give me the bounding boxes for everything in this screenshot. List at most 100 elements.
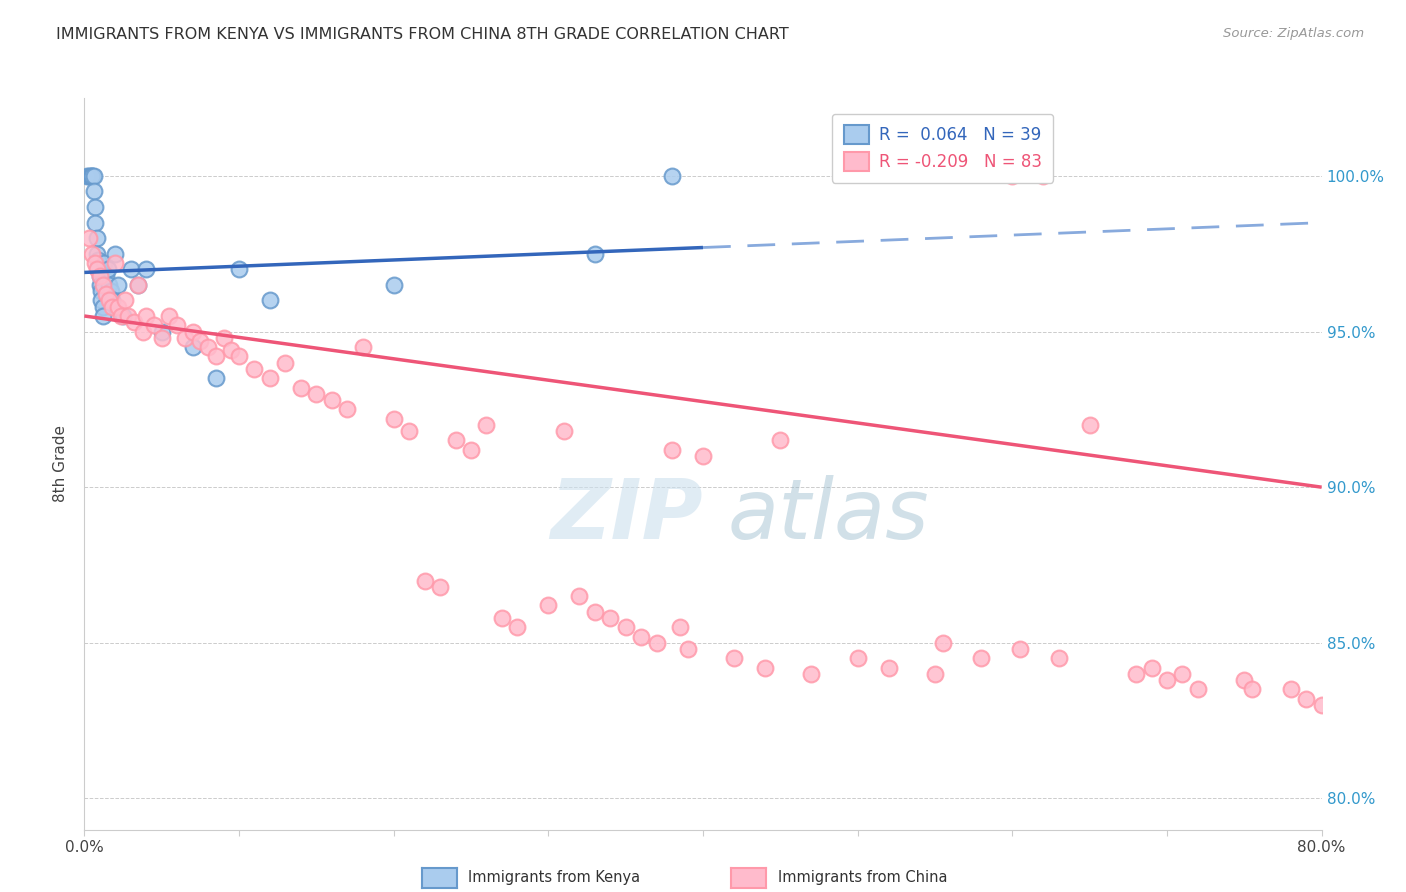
Point [117, 309, 139, 323]
Point [205, 350, 228, 364]
Point [723, 651, 745, 665]
Point [174, 331, 197, 345]
Point [122, 315, 145, 329]
Point [754, 661, 776, 675]
Point [94, 268, 117, 283]
Point [1125, 667, 1147, 681]
Point [398, 424, 420, 438]
Point [83, 169, 105, 183]
Point [197, 340, 219, 354]
Point [413, 574, 436, 588]
Point [132, 325, 155, 339]
Point [1010, 642, 1032, 657]
Y-axis label: 8th Grade: 8th Grade [53, 425, 69, 502]
Point [94, 287, 117, 301]
Point [104, 246, 127, 260]
Point [128, 277, 150, 292]
Point [769, 434, 792, 448]
Point [382, 277, 405, 292]
Point [128, 277, 150, 292]
Point [1233, 673, 1256, 688]
Point [1001, 169, 1024, 183]
Point [93, 256, 115, 270]
Point [84, 256, 107, 270]
Point [800, 667, 823, 681]
Point [924, 667, 946, 681]
Point [87, 262, 110, 277]
Point [491, 611, 513, 625]
Point [91, 309, 114, 323]
Point [101, 300, 124, 314]
Point [91, 300, 114, 314]
Point [1140, 661, 1163, 675]
Point [135, 262, 157, 277]
Point [107, 300, 129, 314]
Point [120, 262, 142, 277]
Point [692, 449, 714, 463]
Point [135, 309, 157, 323]
Point [583, 605, 606, 619]
Point [599, 611, 621, 625]
Point [846, 651, 869, 665]
Point [336, 402, 359, 417]
Point [877, 661, 900, 675]
Point [661, 442, 683, 457]
Point [166, 318, 188, 333]
Point [76, 169, 98, 183]
Point [82, 169, 104, 183]
Point [97, 262, 120, 277]
Point [352, 340, 374, 354]
Point [181, 325, 204, 339]
Point [112, 309, 135, 323]
Text: ZIP: ZIP [550, 475, 703, 556]
Point [429, 580, 451, 594]
Point [84, 200, 107, 214]
Point [583, 246, 606, 260]
Point [568, 589, 591, 603]
Point [150, 325, 173, 339]
Point [77, 169, 100, 183]
Text: Immigrants from Kenya: Immigrants from Kenya [468, 871, 640, 885]
Point [114, 293, 136, 308]
Point [290, 381, 312, 395]
Point [645, 636, 668, 650]
Point [506, 620, 529, 634]
Point [159, 309, 181, 323]
Point [100, 284, 122, 298]
Point [91, 277, 114, 292]
Point [98, 277, 121, 292]
Point [1078, 417, 1101, 432]
Point [630, 630, 652, 644]
Point [259, 371, 281, 385]
Point [86, 246, 108, 260]
Point [90, 293, 112, 308]
Point [228, 262, 250, 277]
Point [1156, 673, 1178, 688]
Point [110, 309, 132, 323]
Point [89, 277, 111, 292]
Point [932, 636, 955, 650]
Point [321, 392, 343, 407]
Point [221, 343, 243, 358]
Point [1310, 698, 1333, 712]
Point [661, 169, 683, 183]
Point [259, 293, 281, 308]
Point [553, 424, 575, 438]
Point [89, 268, 111, 283]
Point [1241, 682, 1264, 697]
Point [83, 185, 105, 199]
Text: Immigrants from China: Immigrants from China [778, 871, 948, 885]
Point [274, 356, 297, 370]
Point [107, 277, 129, 292]
Point [1295, 691, 1317, 706]
Point [82, 246, 104, 260]
Point [205, 371, 228, 385]
Point [970, 651, 993, 665]
Point [228, 350, 250, 364]
Point [181, 340, 204, 354]
Text: IMMIGRANTS FROM KENYA VS IMMIGRANTS FROM CHINA 8TH GRADE CORRELATION CHART: IMMIGRANTS FROM KENYA VS IMMIGRANTS FROM… [56, 27, 789, 42]
Point [669, 620, 692, 634]
Point [1047, 651, 1070, 665]
Point [444, 434, 467, 448]
Point [475, 417, 498, 432]
